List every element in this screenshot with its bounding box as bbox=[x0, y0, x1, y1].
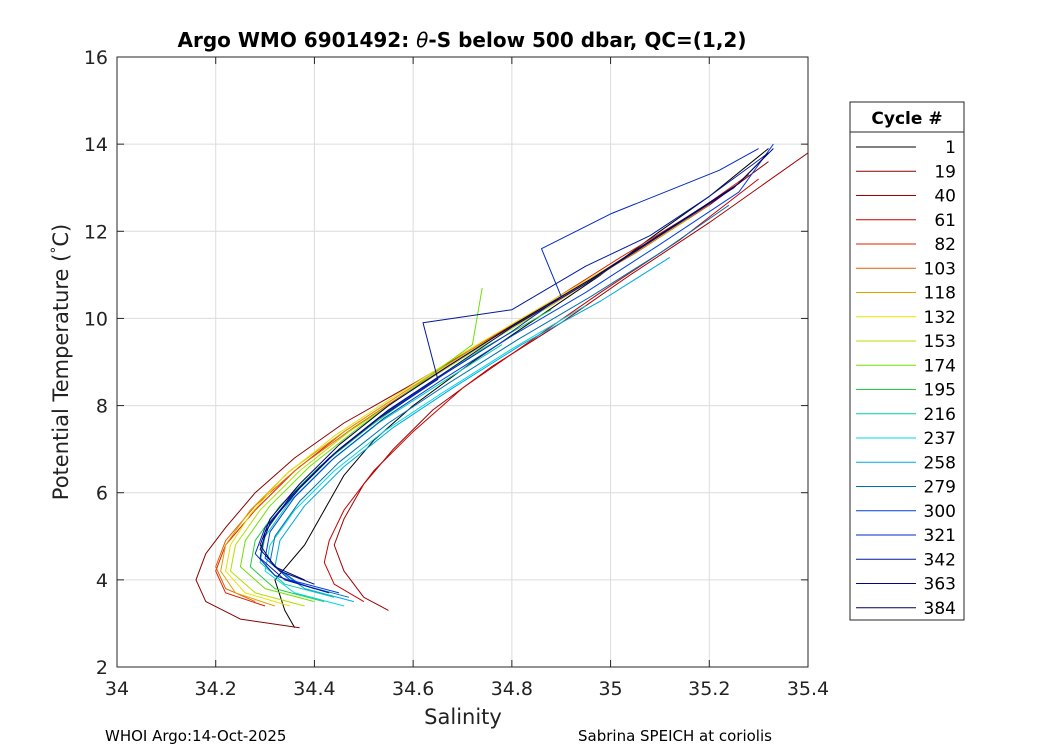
series-line-cycle-61 bbox=[323, 178, 759, 603]
legend-label-103: 103 bbox=[924, 259, 956, 279]
legend-label-118: 118 bbox=[924, 284, 956, 304]
x-tick-label: 35.2 bbox=[688, 678, 730, 700]
series-line-cycle-132 bbox=[225, 222, 680, 607]
legend-label-132: 132 bbox=[924, 308, 956, 328]
x-tick-label: 35.4 bbox=[787, 678, 829, 700]
y-tick-label: 14 bbox=[84, 134, 108, 156]
x-tick-label: 34 bbox=[105, 678, 129, 700]
x-tick-label: 34.2 bbox=[195, 678, 237, 700]
series-line-cycle-216 bbox=[259, 344, 503, 598]
y-tick-label: 6 bbox=[96, 483, 108, 505]
y-axis-label: Potential Temperature (°C) bbox=[49, 224, 73, 500]
legend-label-258: 258 bbox=[924, 453, 956, 473]
x-tick-label: 34.6 bbox=[392, 678, 434, 700]
y-tick-label: 16 bbox=[84, 47, 108, 69]
legend-label-1: 1 bbox=[945, 138, 956, 158]
series-line-cycle-258 bbox=[274, 256, 671, 603]
legend-items: 1 19 40 61 82 103 118 132 153 174 195 216 237 258 279 3… bbox=[856, 138, 956, 619]
legend-label-342: 342 bbox=[924, 550, 956, 570]
series-line-cycle-363 bbox=[259, 148, 774, 585]
x-tick-label: 34.8 bbox=[491, 678, 533, 700]
legend-label-19: 19 bbox=[934, 162, 956, 182]
legend-label-61: 61 bbox=[934, 211, 956, 231]
legend-label-174: 174 bbox=[924, 356, 956, 376]
legend-label-195: 195 bbox=[924, 381, 956, 401]
footer-left: WHOI Argo:14-Oct-2025 bbox=[105, 727, 286, 745]
y-tick-label: 2 bbox=[96, 657, 108, 679]
series-line-cycle-321 bbox=[254, 148, 759, 590]
series-line-cycle-1 bbox=[274, 148, 769, 629]
footer-right: Sabrina SPEICH at coriolis bbox=[578, 727, 772, 745]
legend-label-279: 279 bbox=[924, 478, 956, 498]
series-line-cycle-237 bbox=[264, 304, 587, 607]
legend-title: Cycle # bbox=[871, 109, 942, 129]
series-line-cycle-300 bbox=[264, 143, 774, 594]
y-tick-label: 4 bbox=[96, 570, 108, 592]
legend-label-363: 363 bbox=[924, 575, 956, 595]
legend-label-384: 384 bbox=[924, 599, 956, 619]
legend-label-321: 321 bbox=[924, 526, 956, 546]
legend-label-300: 300 bbox=[924, 502, 956, 522]
chart-title: Argo WMO 6901492: θ-S below 500 dbar, QC… bbox=[178, 28, 747, 52]
x-tick-label: 34.4 bbox=[293, 678, 335, 700]
legend-label-82: 82 bbox=[934, 235, 956, 255]
series-layer bbox=[195, 143, 808, 629]
x-tick-label: 35 bbox=[598, 678, 622, 700]
series-line-cycle-40 bbox=[333, 152, 808, 611]
series-line-cycle-174 bbox=[239, 287, 483, 603]
legend-label-40: 40 bbox=[934, 187, 956, 207]
axis-ticks: 34 34.2 34.4 34.6 34.8 35 35.2 35.4 2 4 6 8 10 12 14 16 bbox=[84, 47, 829, 700]
y-tick-label: 8 bbox=[96, 396, 108, 418]
legend-box bbox=[849, 101, 965, 621]
series-line-cycle-384 bbox=[259, 152, 769, 581]
plot-frame bbox=[116, 56, 809, 668]
y-tick-label: 12 bbox=[84, 221, 108, 243]
x-axis-label: Salinity bbox=[424, 705, 502, 729]
series-line-cycle-118 bbox=[220, 217, 690, 607]
legend-label-237: 237 bbox=[924, 429, 956, 449]
legend-label-153: 153 bbox=[924, 332, 956, 352]
legend: Cycle # 1 19 40 61 82 103 118 132 153 174 195 216 23… bbox=[849, 101, 965, 621]
y-tick-label: 10 bbox=[84, 308, 108, 330]
series-line-cycle-342 bbox=[259, 152, 769, 594]
series-line-cycle-153 bbox=[230, 304, 552, 607]
legend-label-216: 216 bbox=[924, 405, 956, 425]
